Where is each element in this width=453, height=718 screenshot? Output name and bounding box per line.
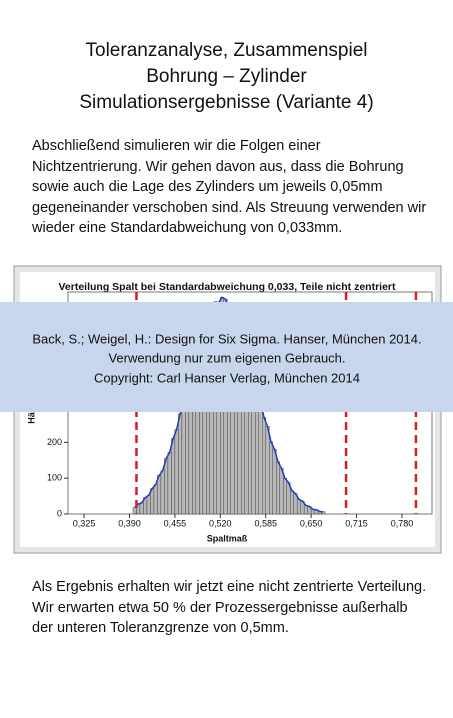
bar (269, 441, 273, 515)
x-tick-label: 0,520 (209, 518, 232, 528)
bar (289, 490, 294, 515)
x-tick-label: 0,650 (300, 518, 323, 528)
bar (275, 461, 280, 515)
bar (272, 448, 277, 515)
title-line: Simulationsergebnisse (Variante 4) (79, 92, 374, 113)
y-tick-label: 100 (47, 473, 62, 483)
bar (146, 495, 151, 515)
x-tick-label: 0,780 (391, 518, 414, 528)
y-tick-label: 200 (47, 437, 62, 447)
notice-line: Back, S.; Weigel, H.: Design for Six Sig… (32, 331, 421, 346)
bar (157, 475, 162, 515)
notice-line: Verwendung nur zum eigenen Gebrauch. (108, 350, 345, 365)
x-tick-label: 0,715 (345, 518, 368, 528)
bar (296, 499, 301, 515)
title-line: Toleranzanalyse, Zusammenspiel (85, 40, 368, 61)
bar (174, 429, 179, 515)
x-tick-label: 0,325 (73, 518, 96, 528)
conclusion-text: Als Ergebnis erhalten wir jetzt eine nic… (32, 579, 427, 636)
x-tick-label: 0,455 (164, 518, 187, 528)
bar (171, 438, 176, 515)
x-tick-label: 0,585 (254, 518, 277, 528)
bar (167, 452, 172, 515)
bar (258, 400, 263, 515)
bar (139, 502, 144, 515)
bar (153, 484, 158, 515)
bar (303, 505, 308, 515)
bar (262, 417, 266, 515)
bar (160, 470, 165, 515)
bar (181, 404, 186, 515)
notice-line: Copyright: Carl Hanser Verlag, München 2… (94, 370, 360, 385)
x-axis-label: Spaltmaß (207, 533, 248, 543)
x-tick-label: 0,390 (118, 518, 141, 528)
chart-title: Verteilung Spalt bei Standardabweichung … (58, 281, 396, 293)
bar (164, 458, 169, 515)
title: Toleranzanalyse, Zusammenspiel Bohrung –… (0, 38, 453, 116)
y-tick-label: 0 (57, 508, 62, 518)
bar (282, 477, 287, 515)
bar (265, 426, 270, 515)
title-line: Bohrung – Zylinder (146, 66, 307, 87)
bar (279, 467, 284, 515)
notice-box (0, 302, 453, 412)
bar (178, 413, 183, 515)
intro-text: Abschließend simulieren wir die Folgen e… (32, 138, 427, 236)
